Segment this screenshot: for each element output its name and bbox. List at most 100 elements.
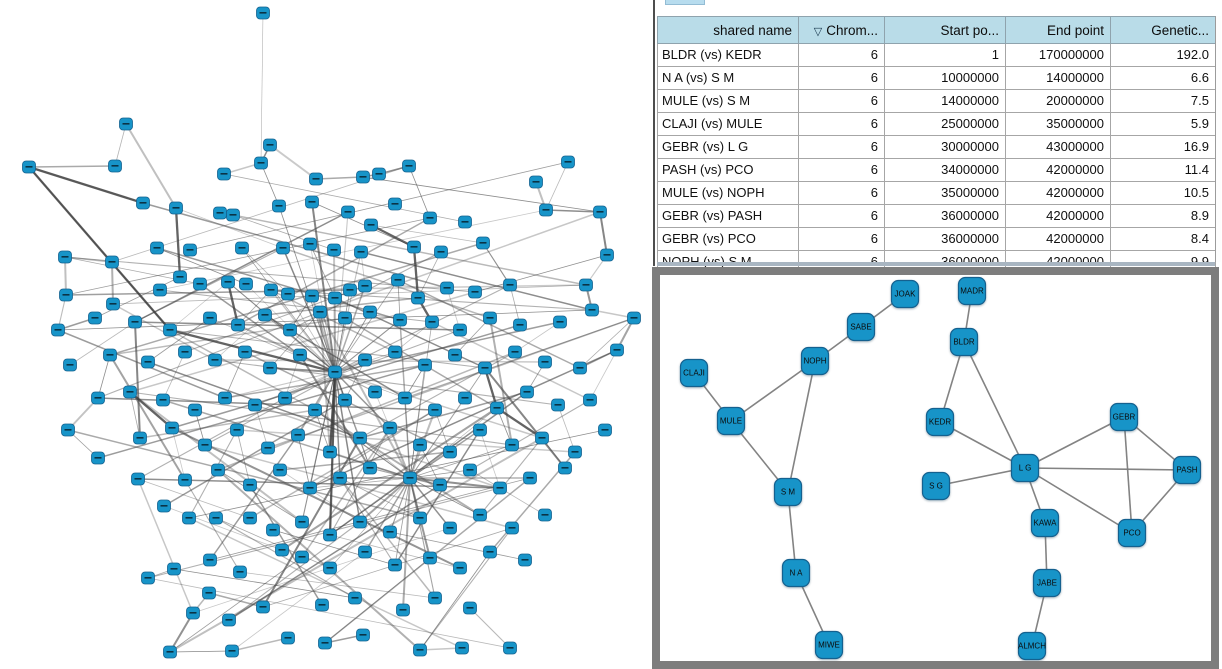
column-header-start_point[interactable]: Start po... (884, 16, 1006, 44)
network-edge[interactable] (409, 444, 513, 479)
cell-genetic[interactable]: 11.4 (1110, 158, 1216, 182)
table-row[interactable]: MULE (vs) S M 6 14000000 20000000 7.5 (657, 89, 1216, 113)
network-edge[interactable] (339, 477, 396, 566)
network-node[interactable] (248, 398, 262, 412)
network-node[interactable] (150, 241, 164, 255)
network-edge[interactable] (231, 551, 366, 652)
network-edge[interactable] (97, 397, 436, 411)
network-edge[interactable] (241, 247, 336, 373)
network-node[interactable] (568, 445, 582, 459)
network-node[interactable] (309, 172, 323, 186)
network-edge[interactable] (394, 477, 411, 566)
cell-chromosome[interactable]: 6 (798, 227, 885, 251)
network-edge[interactable] (67, 429, 421, 519)
network-edge[interactable] (269, 144, 317, 180)
network-node[interactable] (483, 545, 497, 559)
network-edge[interactable] (64, 256, 476, 293)
network-node[interactable] (508, 345, 522, 359)
network-edge[interactable] (262, 527, 513, 608)
cell-end_point[interactable]: 42000000 (1005, 204, 1111, 228)
network-edge[interactable] (334, 371, 341, 479)
network-edge[interactable] (329, 477, 411, 536)
network-node[interactable] (256, 600, 270, 614)
network-node[interactable] (293, 348, 307, 362)
network-node[interactable] (141, 571, 155, 585)
network-node[interactable] (136, 196, 150, 210)
cell-start_point[interactable]: 36000000 (884, 227, 1006, 251)
network-edge[interactable] (297, 434, 311, 489)
network-node[interactable] (468, 285, 482, 299)
network-edge[interactable] (469, 607, 511, 649)
network-edge[interactable] (239, 571, 436, 599)
network-edge[interactable] (282, 247, 336, 373)
network-edge[interactable] (496, 407, 543, 439)
network-edge[interactable] (188, 517, 463, 649)
network-node[interactable] (356, 170, 370, 184)
network-node[interactable] (423, 551, 437, 565)
network-edge[interactable] (199, 283, 301, 356)
network-node[interactable] (275, 543, 289, 557)
network-node[interactable] (203, 311, 217, 325)
network-edge[interactable] (134, 321, 461, 331)
network-node[interactable] (433, 478, 447, 492)
network-node[interactable] (258, 308, 272, 322)
network-node[interactable] (328, 291, 342, 305)
network-edge[interactable] (935, 467, 1026, 487)
network-edge[interactable] (446, 287, 461, 331)
network-edge[interactable] (236, 429, 251, 486)
network-node[interactable] (291, 428, 305, 442)
network-node[interactable] (58, 250, 72, 264)
network-node[interactable] (133, 431, 147, 445)
network-node[interactable] (383, 525, 397, 539)
network-node[interactable] (411, 291, 425, 305)
network-edge[interactable] (134, 211, 349, 323)
network-edge[interactable] (97, 364, 426, 459)
network-edge[interactable] (171, 324, 521, 429)
cell-shared_name[interactable]: BLDR (vs) KEDR (657, 43, 799, 67)
network-edge[interactable] (264, 297, 419, 316)
network-node[interactable] (106, 297, 120, 311)
network-node[interactable] (503, 641, 517, 655)
network-node[interactable] (356, 628, 370, 642)
cell-chromosome[interactable]: 6 (798, 112, 885, 136)
cell-genetic[interactable]: 10.5 (1110, 181, 1216, 205)
network-edge[interactable] (311, 201, 336, 373)
network-node[interactable] (305, 195, 319, 209)
network-node-mule[interactable]: MULE (716, 406, 746, 436)
cell-genetic[interactable]: 8.9 (1110, 204, 1216, 228)
network-edge[interactable] (409, 477, 451, 529)
network-node-almch[interactable]: ALMCH (1017, 631, 1046, 661)
cell-shared_name[interactable]: MULE (vs) NOPH (657, 181, 799, 205)
network-edge[interactable] (412, 246, 420, 299)
network-node[interactable] (263, 138, 277, 152)
network-node[interactable] (256, 6, 270, 20)
network-edge[interactable] (224, 364, 426, 399)
network-edge[interactable] (301, 427, 391, 558)
sort-filter-icon[interactable]: ▽ (813, 25, 823, 38)
table-row[interactable]: GEBR (vs) PASH 6 36000000 42000000 8.9 (657, 204, 1216, 228)
main-network-canvas[interactable] (0, 0, 652, 669)
network-node[interactable] (173, 270, 187, 284)
network-node[interactable] (119, 117, 133, 131)
network-edge[interactable] (254, 404, 501, 489)
network-edge[interactable] (509, 284, 521, 326)
table-scrollbar-strip[interactable] (657, 262, 1215, 266)
network-node[interactable] (178, 473, 192, 487)
network-node[interactable] (358, 353, 372, 367)
network-edge[interactable] (334, 311, 371, 373)
network-edge[interactable] (226, 281, 240, 326)
network-edge[interactable] (360, 251, 593, 311)
network-edge[interactable] (156, 247, 401, 321)
network-node[interactable] (183, 243, 197, 257)
network-node[interactable] (448, 348, 462, 362)
network-edge[interactable] (479, 429, 501, 489)
network-node[interactable] (363, 305, 377, 319)
network-node[interactable] (505, 521, 519, 535)
network-edge[interactable] (409, 469, 471, 479)
network-edge[interactable] (483, 367, 499, 409)
network-edge[interactable] (319, 211, 601, 313)
network-edge[interactable] (482, 242, 511, 286)
network-node[interactable] (493, 481, 507, 495)
network-node[interactable] (455, 641, 469, 655)
network-edge[interactable] (545, 161, 569, 211)
